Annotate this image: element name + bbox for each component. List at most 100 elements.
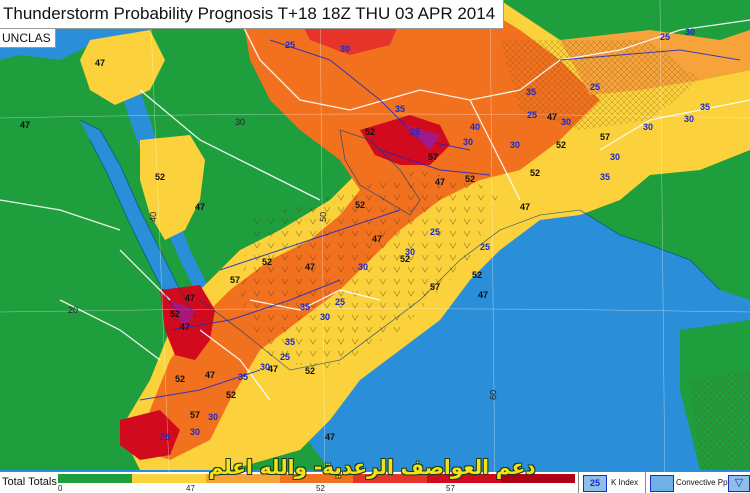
k-index-legend: 25 K Index [578, 472, 645, 493]
total-totals-contour-label: 47 [435, 177, 445, 187]
total-totals-contour-label: 57 [230, 275, 240, 285]
total-totals-contour-label: 52 [530, 168, 540, 178]
total-totals-contour-label: 52 [465, 174, 475, 184]
k-index-contour-label: 30 [260, 362, 270, 372]
scale-swatch [205, 474, 280, 483]
k-index-contour-label: 25 [430, 227, 440, 237]
k-index-contour-label: 25 [590, 82, 600, 92]
convective-area-india [690, 370, 750, 470]
k-index-contour-label: 25 [335, 297, 345, 307]
lon-label-60: 60 [488, 390, 498, 400]
k-index-max-iraq [405, 125, 440, 150]
convective-marker-icon: ▽ [728, 475, 750, 492]
land-africa [0, 40, 330, 470]
arabic-watermark: دعم العواصف الرعدية- والله اعلم [208, 455, 536, 479]
scale-swatch [501, 474, 576, 483]
k-index-contour-label: 30 [684, 114, 694, 124]
k-index-contour-label: 25 [160, 432, 170, 442]
k-index-contour-label: 30 [610, 152, 620, 162]
k-index-contour-label: 25 [280, 352, 290, 362]
total-totals-contour-label: 47 [195, 202, 205, 212]
tt57-zone-ethiopia [120, 410, 180, 460]
lon-label-40: 40 [148, 212, 158, 222]
k-index-contour-label: 25 [480, 242, 490, 252]
total-totals-contour-label: 52 [175, 374, 185, 384]
total-totals-contour-label: 52 [355, 200, 365, 210]
classification-tag: UNCLAS [0, 29, 56, 48]
k-index-contour-label: 30 [190, 427, 200, 437]
convective-area-iran [500, 40, 700, 130]
scale-tick-57: 57 [446, 484, 455, 493]
total-totals-scale [58, 474, 576, 483]
total-totals-contour-label: 47 [478, 290, 488, 300]
total-totals-contour-label: 52 [305, 366, 315, 376]
k-index-contour-label: 35 [600, 172, 610, 182]
total-totals-contour-label: 57 [600, 132, 610, 142]
total-totals-contour-label: 57 [190, 410, 200, 420]
total-totals-contour-label: 52 [170, 309, 180, 319]
total-totals-contour-label: 47 [305, 262, 315, 272]
convective-area-arabia [240, 170, 500, 370]
total-totals-contour-label: 52 [400, 254, 410, 264]
k-index-contour-label: 25 [285, 40, 295, 50]
k-index-contour-label: 30 [358, 262, 368, 272]
k-index-contour-label: 35 [285, 337, 295, 347]
total-totals-contour-label: 47 [547, 112, 557, 122]
k-index-contour-label: 30 [463, 137, 473, 147]
total-totals-contour-label: 47 [372, 234, 382, 244]
tt47-zone-med [80, 30, 165, 105]
lat-label-20: 20 [68, 305, 78, 315]
total-totals-contour-label: 52 [226, 390, 236, 400]
scale-tick-52: 52 [316, 484, 325, 493]
lon-label-50: 50 [318, 212, 328, 222]
lat-label-30: 30 [235, 117, 245, 127]
convective-legend: Convective Pptn ▽ [645, 472, 750, 493]
k-index-contour-label: 35 [395, 104, 405, 114]
total-totals-label: Total Totals [2, 476, 57, 488]
k-index-contour-label: 25 [660, 32, 670, 42]
total-totals-contour-label: 57 [430, 282, 440, 292]
convective-swatch [650, 475, 674, 492]
total-totals-contour-label: 47 [520, 202, 530, 212]
k-index-contour-label: 30 [643, 122, 653, 132]
k-index-contour-label: 30 [685, 27, 695, 37]
k-index-contour-label: 30 [405, 247, 415, 257]
convective-label: Convective Pptn [676, 478, 735, 487]
total-totals-contour-label: 47 [205, 370, 215, 380]
total-totals-contour-label: 47 [95, 58, 105, 68]
scale-swatch [353, 474, 428, 483]
k-index-contour-label: 30 [320, 312, 330, 322]
total-totals-contour-label: 47 [180, 322, 190, 332]
total-totals-contour-label: 47 [325, 432, 335, 442]
scale-swatch [58, 474, 132, 483]
scale-tick-0: 0 [58, 484, 63, 493]
scale-swatch [427, 474, 502, 483]
total-totals-contour-label: 52 [365, 127, 375, 137]
total-totals-contour-label: 52 [556, 140, 566, 150]
k-index-contour-label: 25 [410, 127, 420, 137]
k-index-contour-label: 25 [527, 110, 537, 120]
k-index-contour-label: 30 [340, 44, 350, 54]
k-index-contour-label: 30 [510, 140, 520, 150]
k-index-label: K Index [611, 478, 639, 487]
k-index-contour-label: 35 [700, 102, 710, 112]
scale-swatch [279, 474, 354, 483]
total-totals-contour-label: 47 [268, 364, 278, 374]
k-index-contour-label: 30 [208, 412, 218, 422]
total-totals-contour-label: 47 [20, 120, 30, 130]
k-index-contour-label: 30 [561, 117, 571, 127]
total-totals-contour-label: 52 [262, 257, 272, 267]
k-index-contour-label: 35 [238, 372, 248, 382]
k-index-swatch: 25 [583, 475, 607, 492]
k-index-contours [139, 39, 741, 401]
k-index-max-yemen [170, 300, 195, 330]
total-totals-contour-label: 47 [185, 293, 195, 303]
total-totals-contour-label: 52 [472, 270, 482, 280]
k-index-contour-label: 40 [470, 122, 480, 132]
map-title: Thunderstorm Probability Prognosis T+18 … [0, 0, 505, 29]
